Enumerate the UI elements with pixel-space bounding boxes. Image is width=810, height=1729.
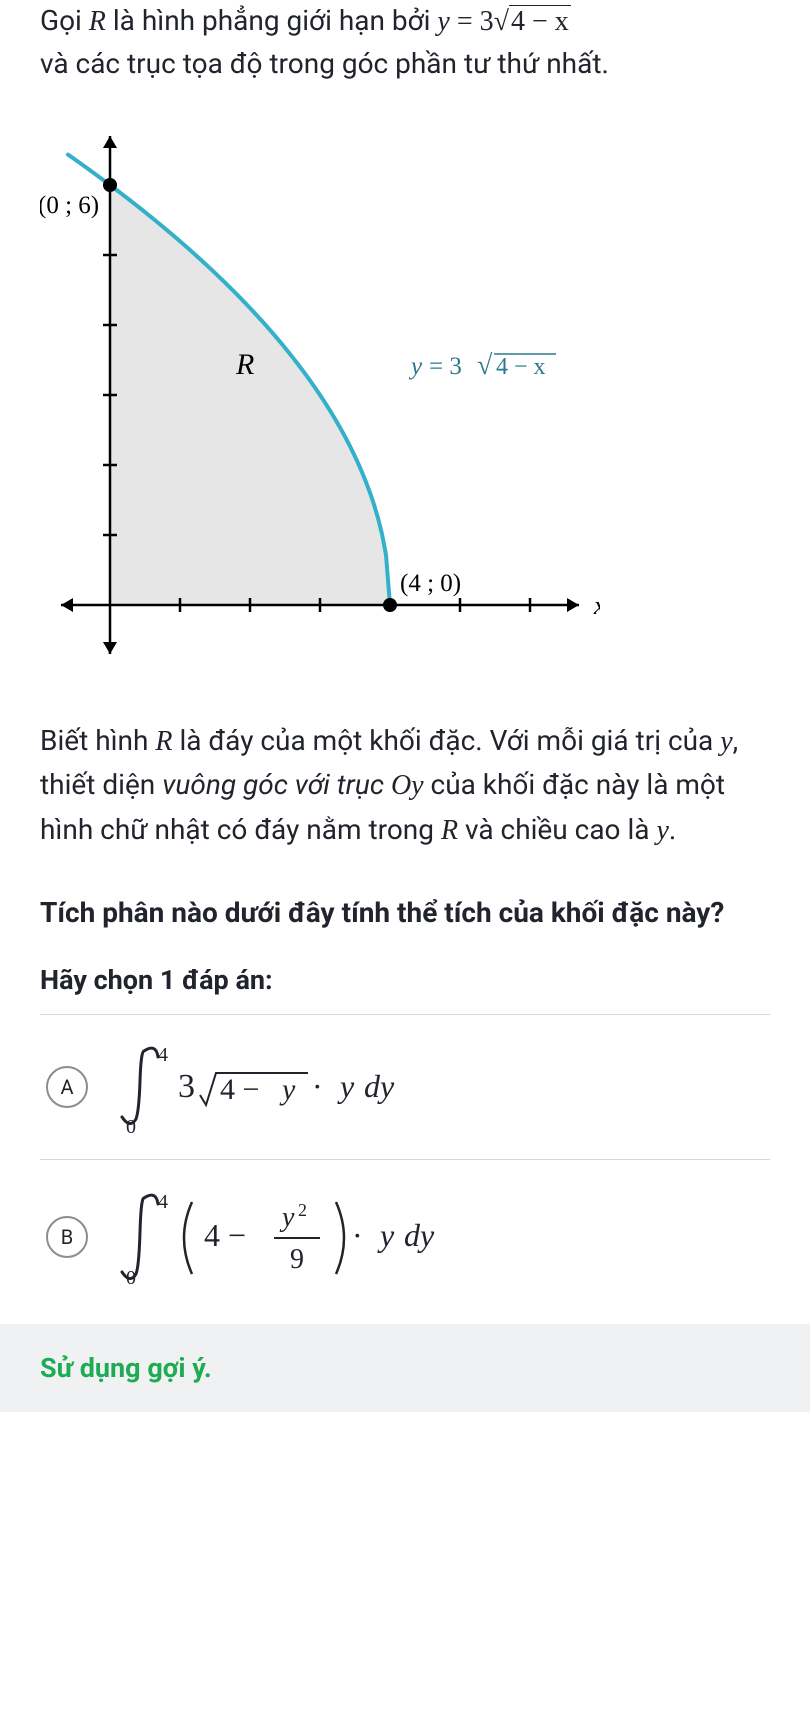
desc-t6: . bbox=[669, 813, 676, 846]
eq-radicand: 4 − x bbox=[509, 5, 571, 37]
instruction-text: Hãy chọn 1 đáp án: bbox=[40, 964, 770, 996]
desc-t5: và chiều cao là bbox=[458, 813, 656, 846]
svg-text:y: y bbox=[337, 1068, 355, 1104]
svg-text:·: · bbox=[352, 1217, 363, 1253]
svg-text:9: 9 bbox=[290, 1244, 304, 1275]
desc-em-text: vuông góc với trục bbox=[162, 768, 391, 801]
answer-a-math: 4034 − y · ydy bbox=[114, 1037, 474, 1137]
svg-text:4 −: 4 − bbox=[204, 1217, 246, 1253]
answer-b-math: 404 −y29 · ydy bbox=[114, 1182, 494, 1292]
svg-text:4 − x: 4 − x bbox=[496, 354, 546, 380]
svg-text:y: y bbox=[408, 353, 423, 380]
svg-text:y: y bbox=[279, 1073, 296, 1106]
problem-text-1: Gọi bbox=[40, 4, 89, 37]
answer-option-a[interactable]: A 4034 − y · ydy bbox=[40, 1014, 770, 1159]
eq-lhs: y bbox=[437, 6, 449, 37]
answer-option-b[interactable]: B 404 −y29 · ydy bbox=[40, 1159, 770, 1314]
radio-label-a: A bbox=[60, 1075, 73, 1099]
desc-t1: Biết hình bbox=[40, 724, 155, 757]
hint-link[interactable]: Sử dụng gợi ý. bbox=[40, 1352, 212, 1384]
desc-y2: y bbox=[656, 815, 668, 846]
svg-text:x: x bbox=[593, 591, 600, 620]
answer-a-formula: 4034 − y · ydy bbox=[114, 1037, 474, 1137]
solid-description: Biết hình R là đáy của một khối đặc. Với… bbox=[40, 719, 770, 852]
svg-text:dy: dy bbox=[404, 1217, 435, 1253]
svg-text:R: R bbox=[235, 348, 254, 381]
eq-coeff: 3 bbox=[480, 6, 494, 37]
problem-var-R: R bbox=[89, 6, 106, 37]
answer-b-formula: 404 −y29 · ydy bbox=[114, 1182, 494, 1292]
svg-text:= 3: = 3 bbox=[429, 353, 462, 380]
svg-text:·: · bbox=[312, 1068, 323, 1104]
svg-text:y: y bbox=[377, 1217, 395, 1253]
answer-list: A 4034 − y · ydy B 404 −y29 · ydy bbox=[40, 1014, 770, 1314]
svg-text:0: 0 bbox=[126, 1116, 136, 1137]
desc-y1: y bbox=[720, 726, 732, 757]
svg-text:2: 2 bbox=[298, 1200, 307, 1220]
graph: yx(0 ; 6)(4 ; 0)Ry = 3√4 − x bbox=[40, 115, 770, 679]
question-text: Tích phân nào dưới đây tính thể tích của… bbox=[40, 892, 770, 934]
radio-a[interactable]: A bbox=[46, 1066, 88, 1108]
svg-text:4 −: 4 − bbox=[220, 1073, 259, 1106]
problem-text-3: và các trục tọa độ trong góc phần tư thứ… bbox=[40, 47, 609, 80]
radio-label-b: B bbox=[61, 1225, 73, 1249]
problem-eq: y = 3√4 − x bbox=[437, 6, 570, 37]
svg-text:4: 4 bbox=[158, 1191, 168, 1213]
svg-text:(4 ; 0): (4 ; 0) bbox=[400, 570, 461, 597]
svg-text:4: 4 bbox=[158, 1044, 168, 1066]
svg-text:y: y bbox=[279, 1202, 295, 1233]
desc-R1: R bbox=[155, 726, 172, 757]
eq-eq: = bbox=[450, 6, 480, 37]
sqrt-symbol: √4 − x bbox=[494, 6, 571, 37]
hint-bar: Sử dụng gợi ý. bbox=[0, 1324, 810, 1412]
problem-statement: Gọi R là hình phẳng giới hạn bởi y = 3√4… bbox=[40, 0, 770, 85]
problem-text-2: là hình phẳng giới hạn bởi bbox=[106, 4, 437, 37]
desc-t2: là đáy của một khối đặc. Với mỗi giá trị… bbox=[173, 724, 721, 757]
svg-text:(0 ; 6): (0 ; 6) bbox=[40, 192, 99, 219]
desc-em: vuông góc với trục Oy bbox=[162, 768, 423, 801]
svg-text:√: √ bbox=[477, 350, 493, 381]
svg-text:3: 3 bbox=[178, 1068, 195, 1105]
svg-text:0: 0 bbox=[126, 1267, 136, 1289]
radio-b[interactable]: B bbox=[46, 1216, 88, 1258]
desc-R2: R bbox=[441, 815, 458, 846]
graph-svg: yx(0 ; 6)(4 ; 0)Ry = 3√4 − x bbox=[40, 115, 600, 675]
desc-Oy: Oy bbox=[391, 770, 424, 801]
svg-text:dy: dy bbox=[364, 1068, 395, 1104]
